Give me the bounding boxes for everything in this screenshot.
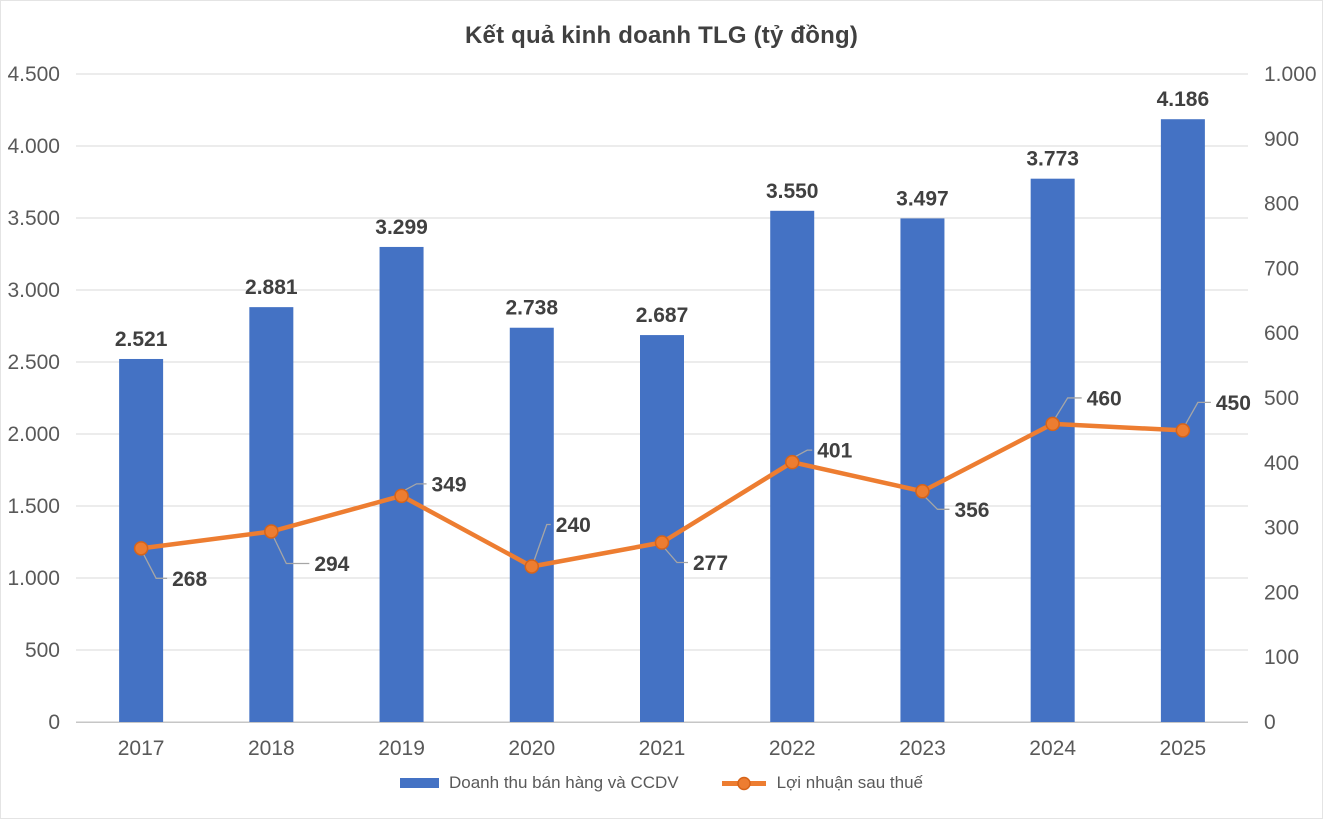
bar-value-label: 2.687 [636, 304, 689, 327]
x-axis-label: 2025 [1160, 737, 1207, 760]
line-marker [1175, 423, 1191, 438]
legend-item-profit: Lợi nhuận sau thuế [721, 773, 923, 793]
revenue-bar [119, 358, 164, 722]
primary-y-tick-label: 4.000 [7, 135, 60, 158]
bar-value-label: 3.497 [896, 187, 949, 210]
label-leader-line [272, 536, 310, 565]
revenue-bar [249, 307, 294, 722]
x-axis-label: 2017 [118, 737, 165, 760]
x-axis-label: 2024 [1029, 737, 1076, 760]
secondary-y-tick-label: 600 [1264, 322, 1299, 345]
secondary-y-tick-label: 200 [1264, 581, 1299, 604]
revenue-bar [640, 335, 684, 722]
label-leader-line [793, 449, 813, 458]
x-axis-label: 2018 [248, 737, 295, 760]
secondary-y-tick-label: 500 [1264, 387, 1299, 410]
label-leader-line [142, 553, 168, 579]
line-value-label: 460 [1087, 387, 1122, 410]
bar-value-label: 3.773 [1026, 148, 1079, 171]
line-value-label: 268 [172, 568, 207, 591]
line-marker [133, 541, 149, 556]
line-marker [264, 524, 279, 539]
primary-y-tick-label: 2.000 [7, 423, 60, 446]
label-leader-line [923, 495, 950, 510]
primary-y-tick-label: 2.500 [7, 351, 60, 374]
bar-value-label: 3.550 [766, 180, 819, 203]
secondary-y-tick-label: 900 [1264, 128, 1299, 151]
primary-y-tick-label: 500 [25, 639, 60, 662]
x-axis-label: 2021 [639, 737, 686, 760]
primary-y-tick-label: 4.500 [7, 63, 60, 86]
line-marker [394, 488, 409, 504]
line-value-label: 294 [314, 553, 349, 576]
primary-y-tick-label: 3.000 [7, 279, 60, 302]
x-axis-label: 2019 [378, 737, 425, 760]
line-value-label: 401 [817, 440, 852, 463]
secondary-y-tick-label: 1.000 [1264, 63, 1317, 86]
secondary-y-tick-label: 400 [1264, 452, 1299, 475]
label-leader-line [403, 483, 427, 492]
legend: Doanh thu bán hàng và CCDV Lợi nhuận sau… [0, 773, 1323, 793]
label-leader-line [1184, 401, 1211, 426]
secondary-y-tick-label: 700 [1264, 257, 1299, 280]
line-marker [524, 559, 540, 574]
legend-item-revenue: Doanh thu bán hàng và CCDV [400, 773, 679, 793]
bar-value-label: 3.299 [375, 216, 428, 239]
line-value-label: 450 [1216, 392, 1251, 415]
plot-area: 0 500 1.000 1.500 2.000 2.500 3.000 3.500 4.000 4… [7, 63, 1317, 760]
line-value-label: 349 [432, 473, 467, 496]
x-axis-label: 2022 [769, 737, 816, 760]
line-value-label: 240 [556, 514, 591, 537]
revenue-bar [900, 218, 945, 722]
primary-y-tick-label: 0 [48, 711, 60, 734]
x-axis-label: 2023 [899, 737, 946, 760]
revenue-bar [1160, 119, 1205, 722]
line-marker [1045, 416, 1060, 432]
secondary-y-tick-label: 100 [1264, 646, 1299, 669]
primary-y-tick-label: 1.500 [7, 495, 60, 518]
secondary-y-tick-label: 300 [1264, 517, 1299, 540]
bar-value-label: 4.186 [1157, 88, 1210, 111]
bar-value-label: 2.881 [245, 276, 298, 299]
line-marker [784, 454, 800, 470]
bar-value-label: 2.521 [115, 328, 168, 351]
label-leader-line [1054, 397, 1082, 420]
line-marker [654, 535, 670, 550]
secondary-y-tick-label: 0 [1264, 711, 1276, 734]
revenue-bar [1030, 178, 1075, 723]
line-value-label: 356 [954, 499, 989, 522]
label-leader-line [533, 523, 551, 562]
x-axis-label: 2020 [508, 737, 555, 760]
label-leader-line [663, 547, 688, 564]
legend-label-revenue: Doanh thu bán hàng và CCDV [449, 773, 679, 792]
primary-y-tick-label: 3.500 [7, 207, 60, 230]
legend-label-profit: Lợi nhuận sau thuế [776, 773, 923, 792]
chart-title: Kết quả kinh doanh TLG (tỷ đồng) [464, 22, 859, 49]
primary-y-tick-label: 1.000 [7, 567, 60, 590]
legend-bar-swatch-icon [400, 778, 439, 788]
line-marker [915, 484, 930, 499]
secondary-y-tick-label: 800 [1264, 193, 1299, 216]
line-value-label: 277 [693, 552, 728, 575]
legend-line-swatch-icon [721, 776, 766, 790]
bar-value-label: 2.738 [505, 297, 558, 320]
